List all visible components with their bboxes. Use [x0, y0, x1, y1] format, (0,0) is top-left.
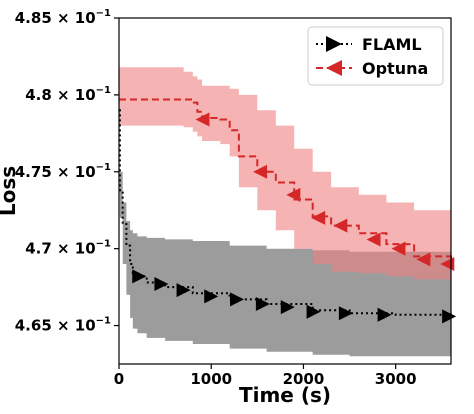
optuna-marker [195, 112, 210, 127]
legend-label-optuna: Optuna [362, 59, 428, 78]
optuna-marker [366, 232, 381, 247]
optuna-marker [311, 210, 326, 225]
flaml-marker [377, 307, 392, 322]
x-tick-label: 0 [114, 370, 124, 388]
legend-marker-optuna [326, 60, 342, 76]
optuna-marker [253, 164, 268, 179]
flaml-marker [230, 292, 245, 307]
flaml-marker [176, 283, 191, 298]
legend-label-flaml: FLAML [362, 35, 422, 54]
flaml-marker [154, 277, 169, 292]
optuna-line [119, 98, 452, 264]
optuna-marker [286, 187, 301, 202]
y-tick-label: 4.65 × 10−1 [15, 316, 111, 335]
confidence-bands [119, 67, 451, 357]
flaml-marker [255, 297, 270, 312]
flaml-marker [132, 269, 147, 284]
optuna-marker [391, 241, 406, 256]
series-markers [132, 112, 457, 324]
series-lines [118, 98, 452, 317]
legend: FLAML Optuna [307, 26, 444, 86]
plot-frame [118, 17, 452, 365]
optuna-marker [333, 218, 348, 233]
x-axis-label: Time (s) [239, 383, 331, 407]
optuna-marker [416, 252, 431, 267]
y-tick-label: 4.85 × 10−1 [15, 8, 111, 27]
flaml-marker [442, 309, 457, 324]
x-tick-label: 3000 [375, 370, 417, 388]
flaml-marker [204, 289, 219, 304]
y-axis-ticks: 4.65 × 10−1 4.7 × 10−1 4.75 × 10−1 4.8 × 10… [15, 8, 119, 335]
y-tick-label: 4.7 × 10−1 [25, 239, 111, 258]
x-tick-label: 2000 [283, 370, 325, 388]
flaml-marker [306, 304, 321, 319]
flaml-marker [280, 300, 295, 315]
y-tick-label: 4.75 × 10−1 [15, 162, 111, 181]
flaml-band [119, 110, 451, 357]
y-axis-label: Loss [0, 166, 20, 216]
x-axis-ticks: 0 1000 2000 3000 [114, 364, 417, 388]
y-tick-label: 4.8 × 10−1 [25, 85, 111, 104]
flaml-marker [338, 306, 353, 321]
legend-marker-flaml [326, 36, 342, 52]
x-tick-label: 1000 [190, 370, 232, 388]
flaml-line [118, 109, 452, 317]
